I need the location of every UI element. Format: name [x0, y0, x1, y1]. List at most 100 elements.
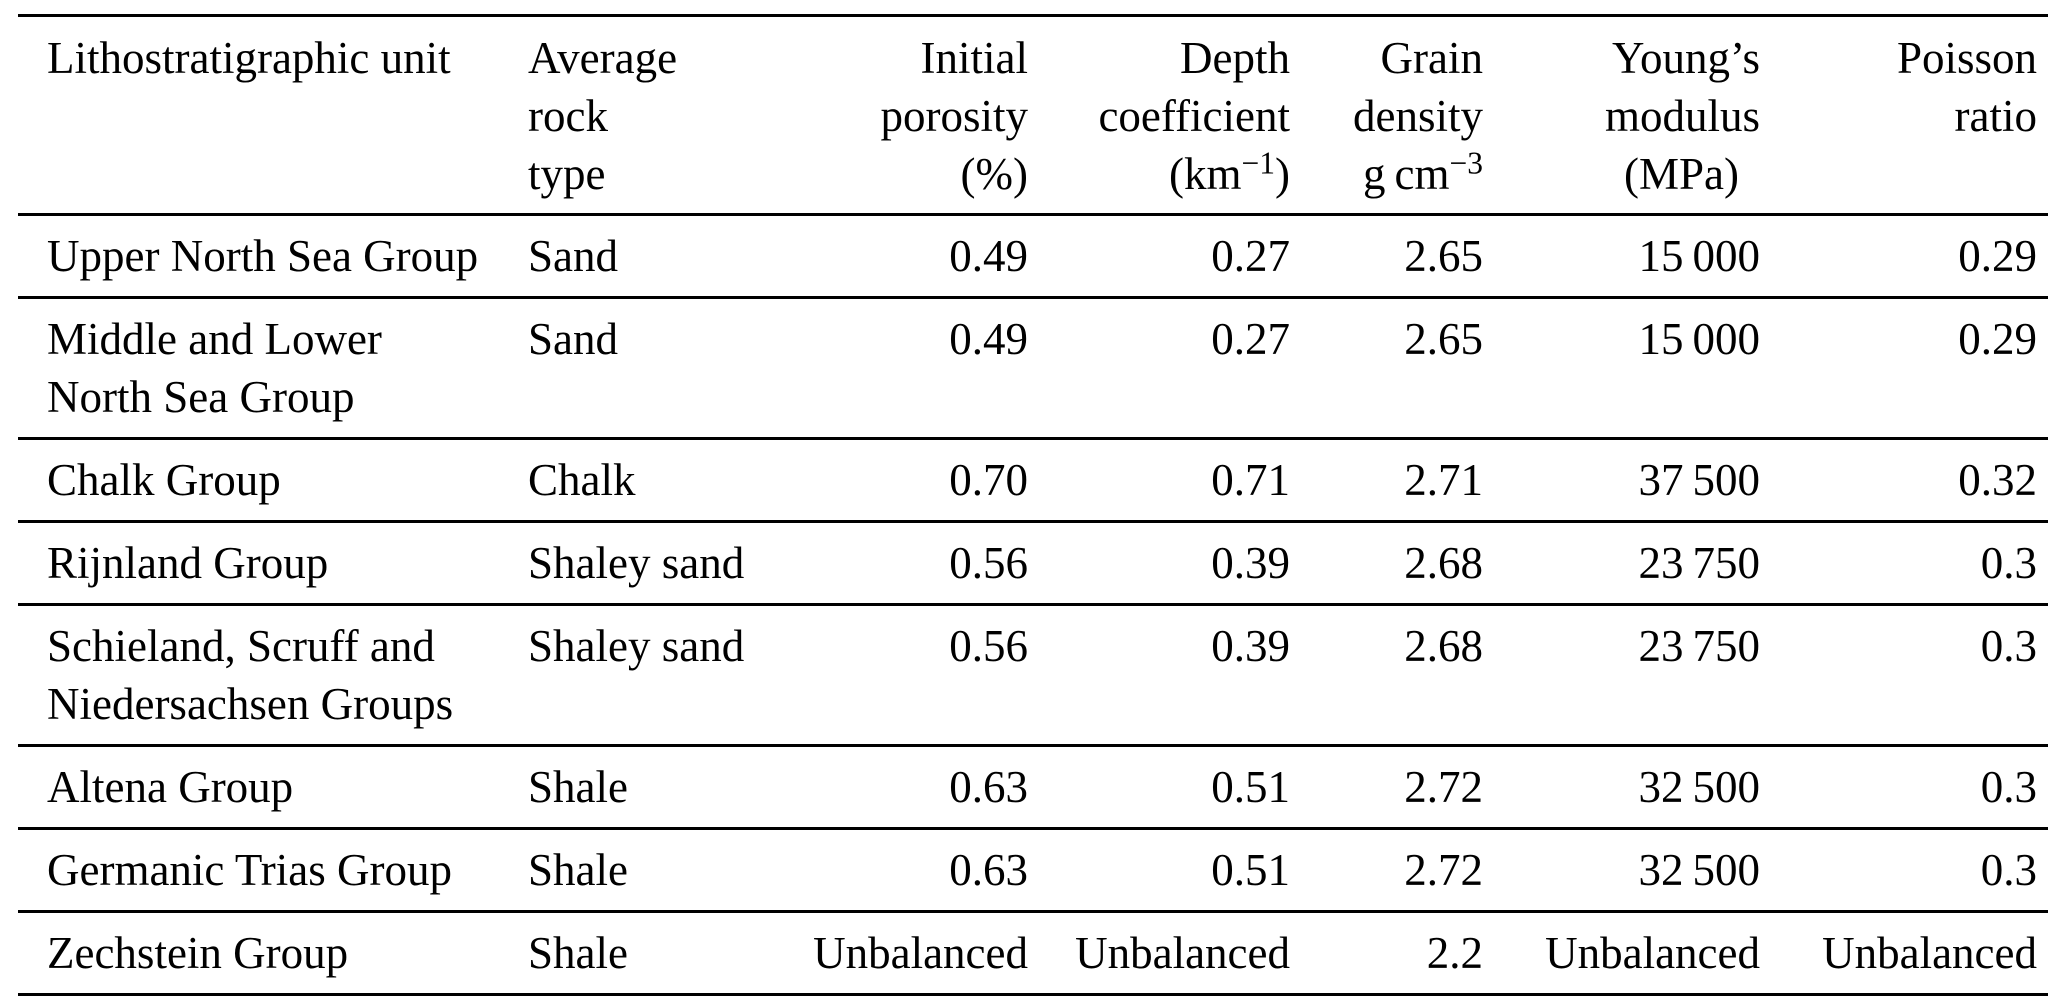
initial-porosity-cell: 0.63 — [949, 845, 1028, 895]
depth-coefficient-cell: Unbalanced — [1075, 928, 1290, 978]
column-header-grain-density: Grain density g cm−3 — [1290, 16, 1483, 215]
youngs-modulus-cell: 15 000 — [1638, 314, 1760, 364]
grain-density-cell: 2.68 — [1404, 538, 1483, 588]
poisson-ratio-cell: 0.3 — [1980, 845, 2037, 895]
depth-coefficient-cell: 0.51 — [1211, 845, 1290, 895]
header-line: Grain — [1380, 33, 1483, 83]
header-line: ratio — [1954, 91, 2037, 141]
rock-type-cell: Sand — [528, 314, 618, 364]
initial-porosity-cell: 0.70 — [949, 455, 1028, 505]
unit-text: ) — [1275, 149, 1290, 199]
grain-density-cell: 2.72 — [1404, 762, 1483, 812]
header-line: Depth — [1180, 33, 1290, 83]
header-row: Lithostratigraphic unit Average rock typ… — [18, 16, 2048, 215]
unit-cell: Rijnland Group — [18, 522, 510, 605]
unit-cell: Germanic Trias Group — [18, 829, 510, 912]
initial-porosity-cell: 0.49 — [949, 231, 1028, 281]
unit-superscript: −3 — [1449, 145, 1483, 181]
unit-cell: Chalk Group — [18, 439, 510, 522]
initial-porosity-cell: 0.56 — [949, 621, 1028, 671]
rock-type-cell: Sand — [528, 231, 618, 281]
table-row: Rijnland Group Shaley sand 0.56 0.39 2.6… — [18, 522, 2048, 605]
rock-type-cell: Shaley sand — [528, 538, 745, 588]
column-header-depth-coefficient: Depth coefficient (km−1) — [1028, 16, 1290, 215]
header-line: type — [528, 149, 606, 199]
table-row: Altena Group Shale 0.63 0.51 2.72 32 500… — [18, 746, 2048, 829]
unit-line: Niedersachsen Groups — [47, 679, 454, 729]
table-header: Lithostratigraphic unit Average rock typ… — [18, 16, 2048, 215]
poisson-ratio-cell: 0.32 — [1958, 455, 2037, 505]
column-header-lithostratigraphic-unit: Lithostratigraphic unit — [18, 16, 510, 215]
header-line: rock — [528, 91, 608, 141]
unit-cell: Altena Group — [18, 746, 510, 829]
table-body: Upper North Sea Group Sand 0.49 0.27 2.6… — [18, 215, 2048, 995]
header-line: (%) — [960, 149, 1028, 199]
header-unit-line: (km−1) — [1028, 145, 1290, 203]
poisson-ratio-cell: 0.3 — [1980, 762, 2037, 812]
initial-porosity-cell: 0.63 — [949, 762, 1028, 812]
grain-density-cell: 2.65 — [1404, 314, 1483, 364]
lithostratigraphic-parameters-table: Lithostratigraphic unit Average rock typ… — [18, 14, 2048, 996]
youngs-modulus-cell: 23 750 — [1638, 538, 1760, 588]
unit-cell: Zechstein Group — [18, 912, 510, 995]
grain-density-cell: 2.71 — [1404, 455, 1483, 505]
unit-cell: Schieland, Scruff and Niedersachsen Grou… — [18, 605, 510, 746]
grain-density-cell: 2.72 — [1404, 845, 1483, 895]
unit-line: Rijnland Group — [47, 538, 329, 588]
poisson-ratio-cell: 0.3 — [1980, 621, 2037, 671]
rock-type-cell: Shale — [528, 928, 628, 978]
rock-type-cell: Shale — [528, 845, 628, 895]
header-line: Lithostratigraphic unit — [47, 33, 451, 83]
header-line: density — [1353, 91, 1483, 141]
unit-superscript: −1 — [1241, 145, 1275, 181]
header-line: porosity — [880, 91, 1028, 141]
column-header-initial-porosity: Initial porosity (%) — [745, 16, 1028, 215]
unit-cell: Upper North Sea Group — [18, 215, 510, 298]
header-line: Average — [528, 33, 678, 83]
unit-line: Upper North Sea Group — [47, 231, 479, 281]
column-header-average-rock-type: Average rock type — [510, 16, 745, 215]
header-line: Initial — [920, 33, 1028, 83]
header-line: modulus — [1604, 91, 1760, 141]
unit-line: Germanic Trias Group — [47, 845, 452, 895]
unit-line: Chalk Group — [47, 455, 281, 505]
table-row: Zechstein Group Shale Unbalanced Unbalan… — [18, 912, 2048, 995]
table-row: Chalk Group Chalk 0.70 0.71 2.71 37 500 … — [18, 439, 2048, 522]
grain-density-cell: 2.2 — [1426, 928, 1483, 978]
youngs-modulus-cell: 32 500 — [1638, 762, 1760, 812]
youngs-modulus-cell: 23 750 — [1638, 621, 1760, 671]
youngs-modulus-cell: Unbalanced — [1545, 928, 1760, 978]
unit-line: Zechstein Group — [47, 928, 349, 978]
youngs-modulus-cell: 32 500 — [1638, 845, 1760, 895]
poisson-ratio-cell: Unbalanced — [1822, 928, 2037, 978]
table-row: Upper North Sea Group Sand 0.49 0.27 2.6… — [18, 215, 2048, 298]
depth-coefficient-cell: 0.39 — [1211, 621, 1290, 671]
initial-porosity-cell: Unbalanced — [813, 928, 1028, 978]
unit-line: Schieland, Scruff and — [47, 621, 435, 671]
table-row: Germanic Trias Group Shale 0.63 0.51 2.7… — [18, 829, 2048, 912]
header-line: Poisson — [1896, 33, 2037, 83]
grain-density-cell: 2.68 — [1404, 621, 1483, 671]
initial-porosity-cell: 0.49 — [949, 314, 1028, 364]
table-row: Middle and Lower North Sea Group Sand 0.… — [18, 298, 2048, 439]
unit-line: Middle and Lower — [47, 314, 382, 364]
unit-cell: Middle and Lower North Sea Group — [18, 298, 510, 439]
header-line: coefficient — [1098, 91, 1290, 141]
poisson-ratio-cell: 0.29 — [1958, 314, 2037, 364]
rock-type-cell: Chalk — [528, 455, 636, 505]
rock-type-cell: Shaley sand — [528, 621, 745, 671]
poisson-ratio-cell: 0.3 — [1980, 538, 2037, 588]
depth-coefficient-cell: 0.39 — [1211, 538, 1290, 588]
youngs-modulus-cell: 15 000 — [1638, 231, 1760, 281]
initial-porosity-cell: 0.56 — [949, 538, 1028, 588]
depth-coefficient-cell: 0.27 — [1211, 314, 1290, 364]
unit-line: North Sea Group — [47, 372, 355, 422]
unit-text: g cm — [1363, 149, 1450, 199]
grain-density-cell: 2.65 — [1404, 231, 1483, 281]
column-header-youngs-modulus: Young’s modulus (MPa) — [1483, 16, 1760, 215]
depth-coefficient-cell: 0.51 — [1211, 762, 1290, 812]
table-row: Schieland, Scruff and Niedersachsen Grou… — [18, 605, 2048, 746]
unit-line: Altena Group — [47, 762, 294, 812]
poisson-ratio-cell: 0.29 — [1958, 231, 2037, 281]
